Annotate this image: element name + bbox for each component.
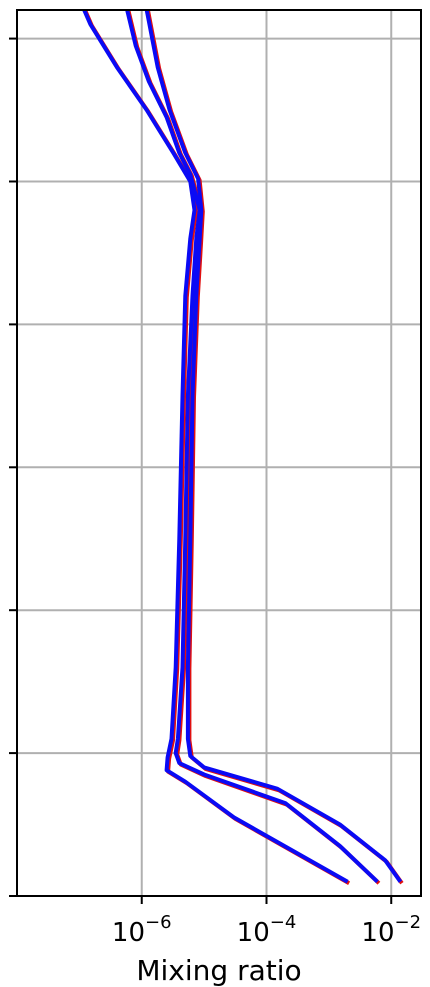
series-line-3 [144,10,403,883]
x-tick-label: 10−4 [237,912,297,948]
reference-line-1 [82,10,351,885]
x-ticks: 10−6 10−4 10−2 [112,896,421,948]
series-layer [81,10,404,885]
x-tick-label: 10−2 [361,912,421,948]
x-tick-label: 10−6 [112,912,172,948]
x-axis-label: Mixing ratio [136,954,301,987]
y-ticks [9,37,17,897]
reference-line-2 [126,10,381,885]
plot-frame [16,9,422,897]
series-line-2 [125,10,379,884]
grid-layer [17,10,421,897]
series-line-1 [81,10,349,884]
